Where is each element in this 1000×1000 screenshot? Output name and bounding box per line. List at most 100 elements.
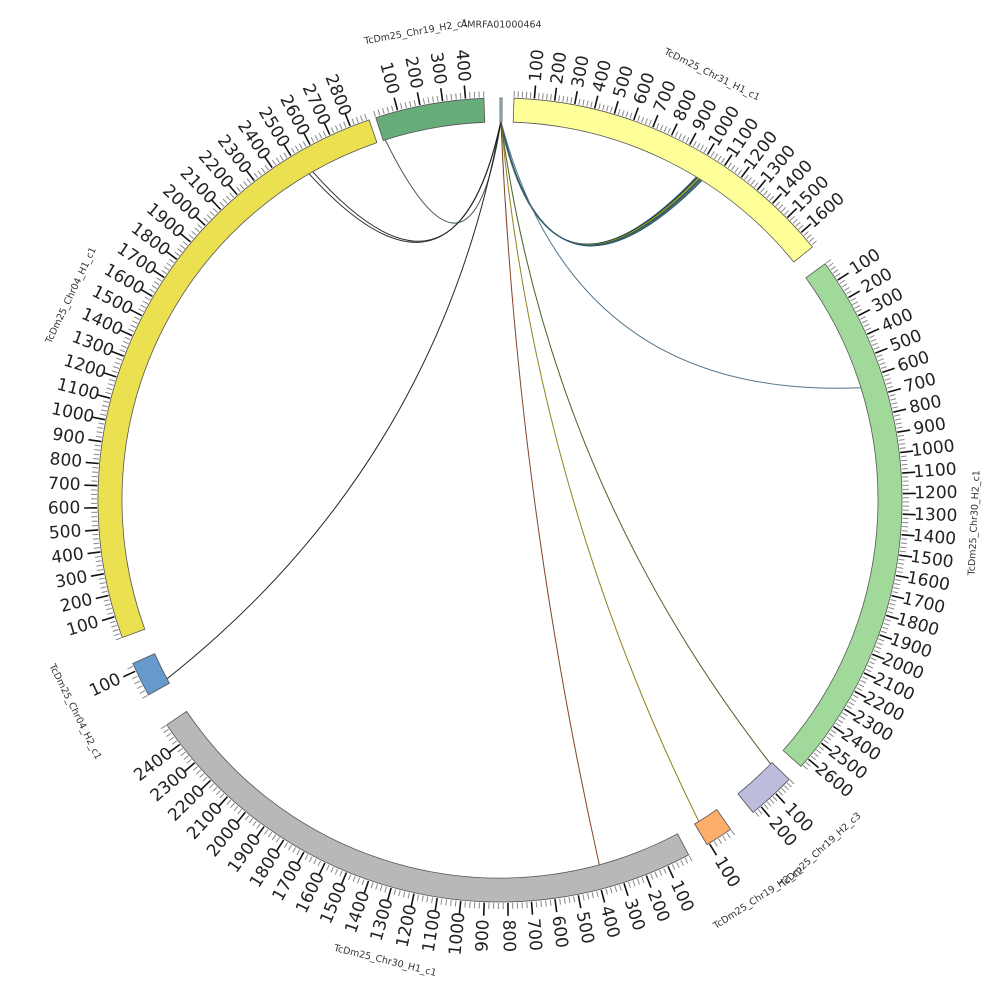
minor-tick xyxy=(288,844,293,851)
minor-tick xyxy=(717,838,723,844)
major-tick xyxy=(670,123,678,136)
minor-tick xyxy=(94,449,101,451)
minor-tick xyxy=(330,866,334,873)
minor-tick xyxy=(629,112,633,119)
link-AMRFA01000464-chr19_h2_c1-9 xyxy=(384,121,502,224)
minor-tick xyxy=(156,277,162,282)
minor-tick xyxy=(310,136,315,143)
tick-label: 1200 xyxy=(393,903,422,950)
major-tick xyxy=(837,272,850,281)
minor-tick xyxy=(149,288,155,293)
minor-tick xyxy=(107,612,114,615)
tick-label: 1100 xyxy=(913,459,957,482)
tick-label: 800 xyxy=(498,919,519,952)
minor-tick xyxy=(889,394,896,397)
minor-tick xyxy=(568,897,571,904)
minor-tick xyxy=(351,118,355,125)
minor-tick xyxy=(605,888,608,895)
minor-tick xyxy=(894,583,901,586)
minor-tick xyxy=(318,132,323,139)
minor-tick xyxy=(400,103,403,110)
minor-tick xyxy=(93,547,100,549)
major-tick xyxy=(899,554,913,558)
tick-label: 100 xyxy=(64,612,101,641)
major-tick xyxy=(92,416,106,421)
minor-tick xyxy=(648,119,652,126)
minor-tick xyxy=(98,577,105,580)
major-tick xyxy=(871,653,885,660)
minor-tick xyxy=(747,177,752,183)
minor-tick xyxy=(542,93,544,100)
major-tick xyxy=(88,438,102,443)
minor-tick xyxy=(409,100,412,108)
minor-tick xyxy=(540,900,542,907)
minor-tick xyxy=(688,855,693,862)
minor-tick xyxy=(101,404,109,408)
minor-tick xyxy=(830,729,837,734)
minor-tick xyxy=(897,566,904,569)
minor-tick xyxy=(239,183,245,190)
minor-tick xyxy=(177,747,183,753)
major-tick xyxy=(645,875,652,888)
minor-tick xyxy=(658,869,663,876)
major-tick xyxy=(245,169,255,182)
tick-label: 900 xyxy=(51,425,86,449)
minor-tick xyxy=(431,897,434,904)
minor-tick xyxy=(119,349,126,353)
minor-tick xyxy=(685,137,690,143)
minor-tick xyxy=(875,646,882,650)
minor-tick xyxy=(663,868,667,874)
major-tick xyxy=(786,207,798,219)
minor-tick xyxy=(894,418,901,421)
minor-tick xyxy=(753,182,759,188)
minor-tick xyxy=(769,798,775,804)
minor-tick xyxy=(130,324,137,328)
minor-tick xyxy=(168,736,175,741)
minor-tick xyxy=(867,665,874,669)
minor-tick xyxy=(267,831,273,838)
major-tick xyxy=(600,889,606,903)
minor-tick xyxy=(846,705,853,710)
minor-tick xyxy=(730,829,736,836)
minor-tick xyxy=(900,546,907,549)
minor-tick xyxy=(326,864,330,871)
minor-tick xyxy=(805,762,811,767)
minor-tick xyxy=(888,607,895,610)
links-layer xyxy=(166,121,861,865)
tick-label: 1400 xyxy=(912,526,957,550)
minor-tick xyxy=(802,765,809,770)
minor-tick xyxy=(835,722,841,727)
minor-tick xyxy=(842,712,848,717)
minor-tick xyxy=(734,167,739,173)
minor-tick xyxy=(848,701,855,706)
major-tick xyxy=(434,897,438,912)
minor-tick xyxy=(364,113,368,120)
minor-tick xyxy=(212,207,218,213)
major-tick xyxy=(344,113,351,127)
minor-tick xyxy=(186,758,192,764)
minor-tick xyxy=(900,455,907,458)
minor-tick xyxy=(131,675,138,680)
minor-tick xyxy=(784,209,790,215)
minor-tick xyxy=(810,755,817,761)
minor-tick xyxy=(308,856,313,863)
major-tick xyxy=(168,743,181,754)
major-tick xyxy=(885,614,899,620)
minor-tick xyxy=(896,426,903,429)
minor-tick xyxy=(563,897,566,904)
minor-tick xyxy=(115,637,122,641)
major-tick xyxy=(863,672,877,680)
minor-tick xyxy=(549,899,552,906)
minor-tick xyxy=(637,115,641,122)
minor-tick xyxy=(166,262,172,267)
minor-tick xyxy=(900,542,907,545)
minor-tick xyxy=(104,603,111,607)
minor-tick xyxy=(873,346,880,350)
major-tick xyxy=(393,97,399,111)
tick-label: 900 xyxy=(472,919,493,952)
minor-tick xyxy=(230,802,235,809)
tick-label: 100 xyxy=(710,853,744,891)
minor-tick xyxy=(839,279,846,284)
minor-tick xyxy=(792,218,798,224)
minor-tick xyxy=(815,749,822,754)
